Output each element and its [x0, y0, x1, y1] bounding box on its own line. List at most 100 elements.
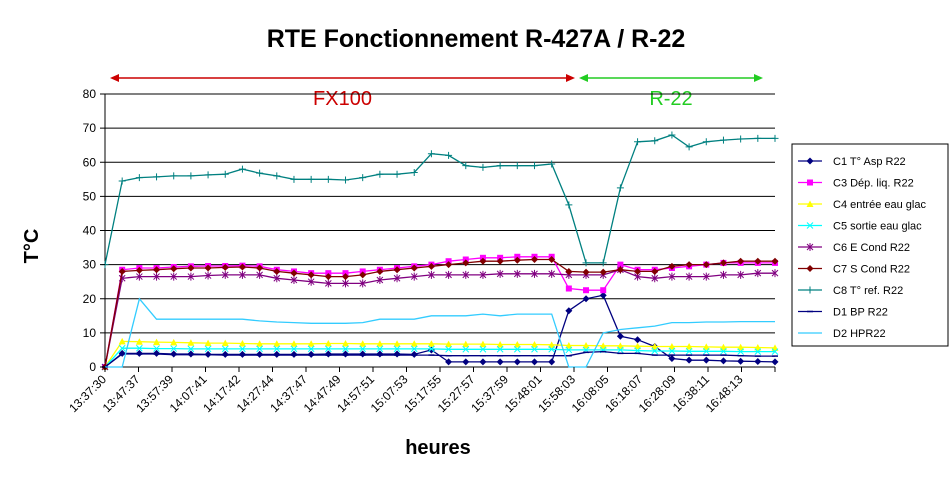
- legend-label: C6 E Cond R22: [833, 242, 910, 254]
- data-point: [290, 269, 298, 277]
- data-point: [273, 345, 281, 353]
- data-point: [496, 257, 504, 265]
- data-point: [616, 184, 624, 192]
- data-point: [668, 131, 676, 139]
- data-point: [256, 340, 264, 347]
- legend-item: C6 E Cond R22: [798, 242, 910, 254]
- data-point: [239, 270, 246, 279]
- data-point: [668, 343, 676, 350]
- series-line: [105, 297, 775, 368]
- data-point: [462, 345, 470, 353]
- data-point: [170, 265, 178, 273]
- data-point: [153, 173, 161, 181]
- data-point: [187, 339, 195, 346]
- data-point: [290, 175, 298, 183]
- data-point: [445, 358, 453, 366]
- data-point: [135, 338, 143, 345]
- data-point: [256, 270, 263, 279]
- data-point: [359, 345, 367, 353]
- legend-item: C7 S Cond R22: [798, 264, 910, 276]
- data-point: [496, 345, 504, 353]
- data-point: [599, 268, 607, 276]
- legend-item: C3 Dép. liq. R22: [798, 178, 914, 190]
- data-point: [737, 343, 745, 351]
- data-point: [702, 272, 710, 281]
- legend-marker: [806, 243, 814, 251]
- data-point: [307, 271, 315, 279]
- data-point: [256, 345, 263, 353]
- data-point: [462, 162, 470, 170]
- data-point: [616, 342, 624, 349]
- data-point: [737, 135, 745, 143]
- y-axis-title: T°C: [21, 229, 43, 264]
- data-point: [651, 267, 659, 275]
- data-point: [599, 291, 607, 299]
- data-point: [427, 262, 435, 270]
- series-8: [102, 350, 778, 368]
- data-point: [685, 347, 693, 355]
- legend-label: D1 BP R22: [833, 307, 888, 319]
- data-point: [376, 345, 384, 353]
- legend-item: C1 T° Asp R22: [798, 156, 906, 168]
- data-point: [565, 201, 573, 209]
- data-point: [530, 256, 538, 264]
- data-point: [702, 347, 710, 355]
- data-point: [719, 357, 727, 365]
- data-point: [153, 266, 161, 274]
- x-tick-label: 16:28:09: [636, 372, 679, 415]
- data-point: [634, 336, 642, 344]
- data-point: [410, 345, 418, 353]
- data-point: [393, 170, 401, 178]
- data-point: [651, 343, 659, 350]
- data-point: [256, 169, 264, 177]
- arrow-head-left: [110, 74, 119, 82]
- series-7: [101, 131, 779, 269]
- data-point: [754, 257, 762, 265]
- data-point: [187, 345, 195, 353]
- data-point: [548, 269, 556, 278]
- data-point: [702, 356, 710, 364]
- data-point: [583, 287, 590, 294]
- arrow-head-right: [566, 74, 575, 82]
- data-point: [685, 272, 693, 281]
- legend-label: D2 HPR22: [833, 328, 886, 340]
- data-point: [324, 175, 332, 183]
- data-point: [136, 344, 143, 352]
- data-point: [342, 345, 349, 353]
- data-point: [616, 332, 624, 340]
- legend-box: [791, 143, 949, 347]
- data-point: [239, 345, 246, 353]
- data-point: [754, 348, 762, 355]
- data-point: [513, 358, 521, 366]
- data-point: [582, 295, 590, 303]
- data-point: [479, 345, 487, 353]
- data-point: [410, 272, 418, 281]
- data-point: [376, 340, 384, 347]
- data-point: [617, 261, 624, 268]
- data-point: [153, 345, 160, 352]
- data-point: [187, 264, 195, 272]
- data-point: [771, 134, 779, 142]
- data-point: [668, 262, 676, 270]
- data-point: [651, 274, 659, 283]
- y-axis-ticks: 0 10 20 30 40 50 60 70 80: [83, 87, 105, 374]
- region-label: FX100: [313, 88, 372, 110]
- data-point: [135, 266, 143, 274]
- data-point: [719, 136, 727, 144]
- region-fx100: FX100: [110, 74, 575, 110]
- data-point: [479, 340, 487, 348]
- legend-label: C3 Dép. liq. R22: [833, 178, 914, 190]
- data-point: [187, 272, 195, 281]
- data-point: [530, 358, 538, 366]
- data-point: [548, 160, 556, 168]
- data-point: [273, 274, 281, 283]
- data-point: [445, 151, 453, 159]
- series-6: [101, 256, 779, 371]
- data-point: [599, 342, 607, 349]
- data-point: [427, 346, 435, 354]
- data-point: [118, 344, 126, 352]
- data-point: [462, 340, 470, 348]
- series-line: [104, 340, 776, 368]
- data-point: [204, 264, 212, 272]
- data-point: [685, 356, 693, 364]
